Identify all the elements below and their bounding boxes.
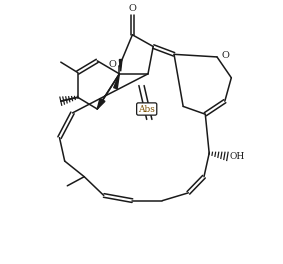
Polygon shape xyxy=(114,74,119,89)
Text: Abs: Abs xyxy=(138,105,155,114)
Text: O: O xyxy=(222,51,230,60)
Polygon shape xyxy=(97,98,105,109)
Text: O: O xyxy=(109,60,117,69)
Text: OH: OH xyxy=(230,152,245,161)
Text: O: O xyxy=(128,4,136,13)
Polygon shape xyxy=(119,60,122,71)
